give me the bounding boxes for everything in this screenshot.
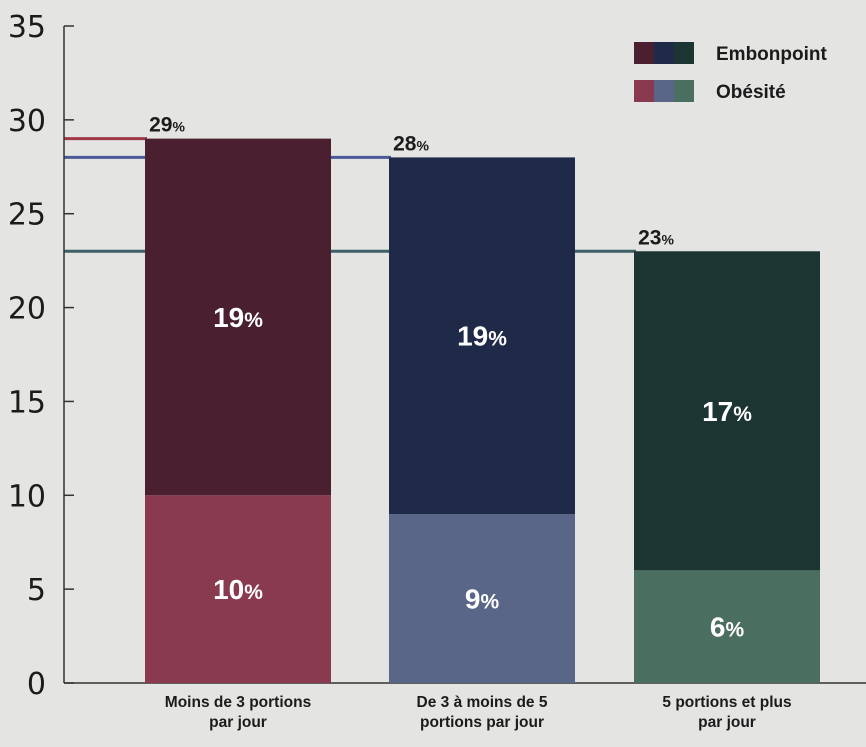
total-value-label: 28% — [393, 132, 429, 155]
segment-value-label: 10% — [213, 574, 263, 605]
legend: Embonpoint Obésité — [634, 42, 827, 103]
x-category-label: par jour — [698, 714, 756, 731]
bar-segment — [389, 514, 575, 683]
legend-swatch — [674, 80, 694, 102]
x-category-label: portions par jour — [420, 714, 544, 731]
y-tick-label: 5 — [27, 573, 46, 608]
y-tick-label: 25 — [8, 198, 46, 233]
y-tick-label: 0 — [27, 667, 46, 702]
segment-value-label: 9% — [465, 584, 500, 615]
total-value-label: 29% — [149, 114, 185, 137]
segment-value-label: 17% — [702, 396, 752, 427]
legend-swatch — [634, 42, 654, 64]
legend-swatch — [634, 80, 654, 102]
legend-swatch — [654, 42, 674, 64]
y-tick-label: 30 — [8, 104, 46, 139]
y-tick-label: 15 — [8, 385, 46, 420]
bar-segment — [389, 157, 575, 515]
x-category-label: De 3 à moins de 5 — [417, 694, 548, 711]
bar-segment — [634, 251, 820, 571]
bar-segment — [145, 138, 331, 496]
segment-value-label: 6% — [710, 612, 745, 643]
bars — [145, 138, 820, 683]
data-labels: 10% 19% 29% 9% 19% 28% 6% 17% 23% — [149, 114, 752, 643]
segment-value-label: 19% — [213, 302, 263, 333]
legend-label: Obésité — [716, 82, 786, 103]
x-category-label: 5 portions et plus — [662, 694, 791, 711]
y-tick-label: 20 — [8, 292, 46, 327]
bar-segment — [145, 495, 331, 683]
segment-value-label: 19% — [457, 321, 507, 352]
total-value-label: 23% — [638, 226, 674, 249]
legend-swatch — [654, 80, 674, 102]
legend-swatch — [674, 42, 694, 64]
legend-label: Embonpoint — [716, 44, 827, 65]
y-tick-label: 35 — [8, 10, 46, 45]
bar-segment — [634, 570, 820, 683]
x-category-label: par jour — [209, 714, 267, 731]
x-category-label: Moins de 3 portions — [165, 694, 311, 711]
y-tick-label: 10 — [8, 479, 46, 514]
x-axis-labels: Moins de 3 portions par jour De 3 à moins … — [165, 694, 792, 731]
